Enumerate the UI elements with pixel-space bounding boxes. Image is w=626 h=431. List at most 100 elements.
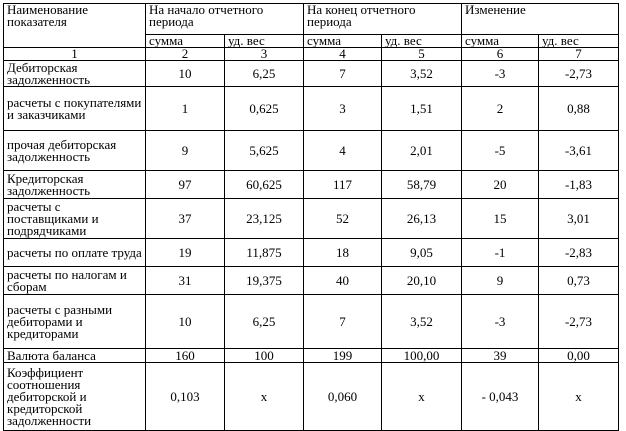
table-cell: уд. вес	[538, 34, 619, 48]
table-cell: 20,10	[381, 266, 462, 295]
table-cell: 6	[461, 47, 539, 61]
table-cell: 9	[461, 266, 539, 295]
table-cell: 26,13	[381, 198, 462, 239]
table-row: расчеты с поставщиками и подрядчиками 37 2…	[3, 198, 619, 239]
table-cell: 19	[145, 238, 225, 267]
table-cell: 5,625	[224, 130, 304, 171]
table-cell: 60,625	[224, 170, 304, 199]
table-cell: 2	[145, 47, 225, 61]
table-cell: 39	[461, 348, 539, 363]
table-cell: 7	[538, 47, 619, 61]
table-cell: 0,060	[303, 362, 382, 431]
table-cell: -1	[461, 238, 539, 267]
table-cell: Валюта баланса	[3, 348, 146, 363]
table-cell: расчеты с разными дебиторами и кредитора…	[3, 294, 146, 349]
table-cell: 3	[303, 86, 382, 131]
table-cell: сумма	[303, 34, 382, 48]
table-cell: 10	[145, 60, 225, 87]
table-cell: расчеты по налогам и сборам	[3, 266, 146, 295]
data-table: Наименование показателя На начало отчетно…	[3, 3, 619, 431]
table-cell: 7	[303, 60, 382, 87]
table-cell: 100	[224, 348, 304, 363]
table-cell: 9	[145, 130, 225, 171]
table-cell: расчеты по оплате труда	[3, 238, 146, 267]
table-cell: уд. вес	[381, 34, 462, 48]
table-cell: -3	[461, 60, 539, 87]
table-cell: 117	[303, 170, 382, 199]
table-cell: 18	[303, 238, 382, 267]
table-cell: 3,52	[381, 294, 462, 349]
table-row: Наименование показателя На начало отчетно…	[3, 3, 619, 48]
table-cell: расчеты с покупателями и заказчиками	[3, 86, 146, 131]
table-row: расчеты по налогам и сборам 31 19,375 40 20,…	[3, 266, 619, 295]
table-cell: 0,00	[538, 348, 619, 363]
table-cell: -5	[461, 130, 539, 171]
table-cell: Коэффициент соотношения дебиторской и кр…	[3, 362, 146, 431]
table-cell: - 0,043	[461, 362, 539, 431]
table-cell: -2,83	[538, 238, 619, 267]
table-cell: Кредиторская задолженность	[3, 170, 146, 199]
table-cell: 6,25	[224, 294, 304, 349]
table-cell: -2,73	[538, 294, 619, 349]
table-cell: 160	[145, 348, 225, 363]
table-row: Дебиторская задолженность 10 6,25 7 3,52 -3 -2…	[3, 60, 619, 87]
table-cell: 9,05	[381, 238, 462, 267]
table-cell: 0,103	[145, 362, 225, 431]
table-cell: 0,88	[538, 86, 619, 131]
table-cell: x	[224, 362, 304, 431]
table-cell: 1	[145, 86, 225, 131]
table-cell: x	[381, 362, 462, 431]
table-cell: 3,52	[381, 60, 462, 87]
table-cell: -1,83	[538, 170, 619, 199]
table-row: расчеты с покупателями и заказчиками 1 0,6…	[3, 86, 619, 131]
table-cell: уд. вес	[224, 34, 304, 48]
table-cell: 0,625	[224, 86, 304, 131]
table-cell: 3	[224, 47, 304, 61]
table-cell: На начало отчетного периода	[145, 3, 304, 35]
table-cell: расчеты с поставщиками и подрядчиками	[3, 198, 146, 239]
table-cell: 4	[303, 47, 382, 61]
table-cell: 11,875	[224, 238, 304, 267]
table-cell: 100,00	[381, 348, 462, 363]
table-cell: 52	[303, 198, 382, 239]
table-cell: 10	[145, 294, 225, 349]
table-cell: Дебиторская задолженность	[3, 60, 146, 87]
table-cell: 58,79	[381, 170, 462, 199]
table-cell: На конец отчетного периода	[303, 3, 462, 35]
table-cell: 40	[303, 266, 382, 295]
table-cell: 2	[461, 86, 539, 131]
table-row: прочая дебиторская задолженность 9 5,625 4 2…	[3, 130, 619, 171]
table-cell: 37	[145, 198, 225, 239]
table-row: расчеты по оплате труда 19 11,875 18 9,05 -1-…	[3, 238, 619, 267]
table-row: Валюта баланса 160 100 199 100,00 39 0,00	[3, 348, 619, 363]
table-cell: 97	[145, 170, 225, 199]
table-cell: -2,73	[538, 60, 619, 87]
table-cell: 1,51	[381, 86, 462, 131]
table-cell: 1	[3, 47, 146, 61]
table-cell: прочая дебиторская задолженность	[3, 130, 146, 171]
table-cell: сумма	[461, 34, 539, 48]
table-cell: 0,73	[538, 266, 619, 295]
table-cell: 20	[461, 170, 539, 199]
table-cell: 5	[381, 47, 462, 61]
table-cell: 15	[461, 198, 539, 239]
table-row: расчеты с разными дебиторами и кредитора…	[3, 294, 619, 349]
table-cell: 4	[303, 130, 382, 171]
table-row: Коэффициент соотношения дебиторской и кр…	[3, 362, 619, 431]
table-cell: сумма	[145, 34, 225, 48]
table-cell: -3,61	[538, 130, 619, 171]
table-cell: 6,25	[224, 60, 304, 87]
table-cell: 3,01	[538, 198, 619, 239]
table-cell: 31	[145, 266, 225, 295]
table-cell: 23,125	[224, 198, 304, 239]
table-cell: 7	[303, 294, 382, 349]
table-cell: 19,375	[224, 266, 304, 295]
table-cell: x	[538, 362, 619, 431]
table-cell: Изменение	[461, 3, 619, 35]
table-cell: 199	[303, 348, 382, 363]
table-cell: 2,01	[381, 130, 462, 171]
table-row: Кредиторская задолженность 97 60,625 117 58,…	[3, 170, 619, 199]
table-cell: Наименование показателя	[3, 3, 146, 48]
